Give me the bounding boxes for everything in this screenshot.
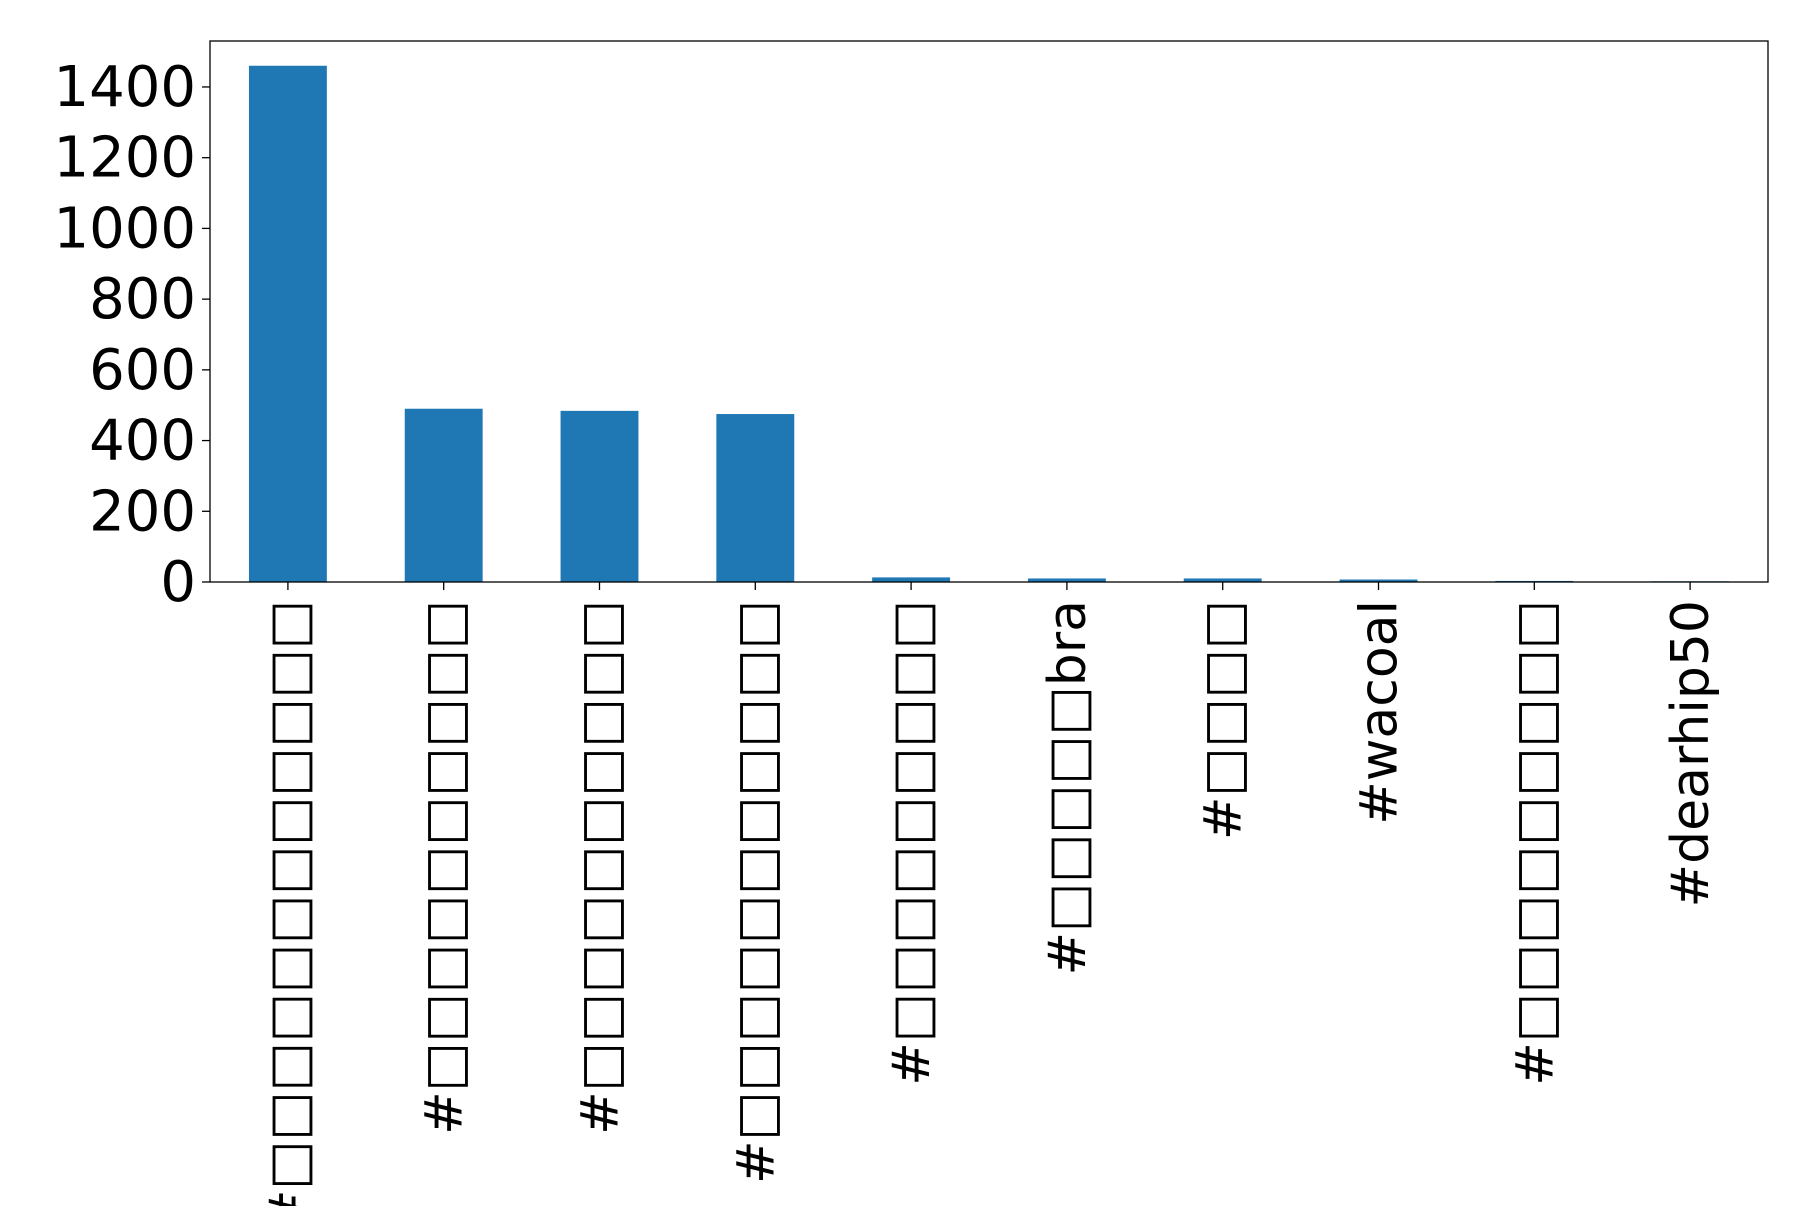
x-tick-label-1: #□□□□□□□□□□ [415,600,475,1135]
x-tick-label-0: #□□□□□□□□□□□□ [259,600,319,1206]
plot-frame [209,40,1769,583]
x-tick-label-9: #dearhip50 [1661,600,1721,907]
y-tick-label-1: 200 [89,479,196,544]
bar-0 [248,65,327,582]
x-tick-label-5: #□□□□□bra [1038,600,1098,975]
y-tick-label-2: 400 [89,409,196,474]
y-tick-label-3: 600 [89,338,196,403]
x-axis: #□□□□□□□□□□□□ #□□□□□□□□□□ #□□□□□□□□□□ #□□□□… [259,582,1721,1210]
bar-4 [872,577,951,582]
x-tick-label-2: #□□□□□□□□□□ [571,600,631,1135]
y-tick-label-6: 1200 [53,126,196,191]
x-tick-label-4: #□□□□□□□□□ [882,600,942,1086]
x-tick-label-6: #□□□□ [1194,600,1254,840]
bar-3 [716,414,795,582]
y-tick-label-5: 1000 [53,196,196,261]
y-tick-label-0: 0 [160,550,196,615]
bar-1 [404,408,483,582]
y-tick-label-7: 1400 [53,55,196,120]
x-tick-label-7: #wacoal [1350,600,1410,825]
bars-layer [248,65,1730,582]
bar-5 [1027,578,1106,582]
bar-7 [1339,579,1418,582]
x-tick-label-8: #□□□□□□□□□ [1505,600,1565,1086]
x-tick-label-3: #□□□□□□□□□□□ [726,600,786,1184]
y-tick-label-4: 800 [89,267,196,332]
bar-6 [1183,578,1262,582]
bar-2 [560,410,639,582]
